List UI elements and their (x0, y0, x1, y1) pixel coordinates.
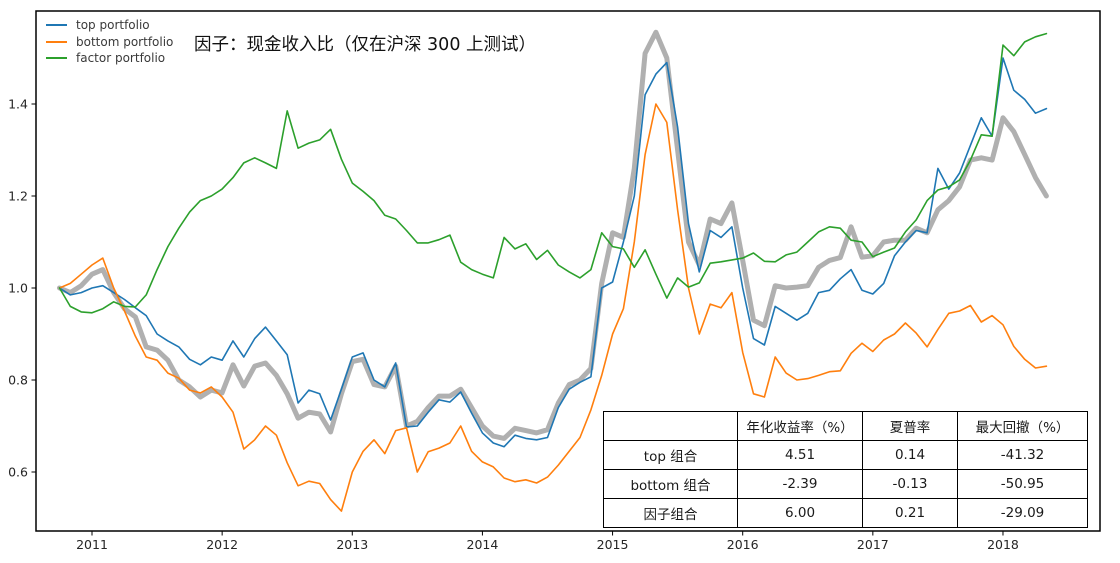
stats-table-cell: 0.21 (862, 498, 958, 528)
legend-item: bottom portfolio (46, 34, 173, 51)
stats-table-cell: -2.39 (737, 469, 863, 499)
stats-table-cell: 6.00 (737, 498, 863, 528)
stats-table-header-cell: 最大回撤（%） (957, 411, 1088, 441)
y-tick-label: 1.2 (8, 189, 28, 204)
stats-table-cell: 4.51 (737, 440, 863, 470)
stats-table-row: bottom 组合 -2.39 -0.13 -50.95 (603, 469, 1088, 499)
x-tick-label: 2018 (987, 537, 1019, 552)
y-tick-label: 1.4 (8, 97, 28, 112)
y-tick-label: 0.6 (8, 465, 28, 480)
legend-line-swatch (46, 24, 67, 27)
series-line-factor (58, 32, 1048, 314)
stats-table-cell: -29.09 (957, 498, 1088, 528)
plot-border (35, 10, 1101, 532)
legend: top portfolio bottom portfolio factor port… (46, 17, 173, 67)
x-tick-label: 2011 (76, 537, 108, 552)
stats-table-header-cell: 年化收益率（%） (737, 411, 863, 441)
legend-item-label: top portfolio (76, 18, 150, 33)
x-tick-label: 2015 (597, 537, 629, 552)
x-tick-label: 2012 (206, 537, 238, 552)
stats-table-row-label: top 组合 (603, 440, 738, 470)
stats-table-row: top 组合 4.51 0.14 -41.32 (603, 440, 1088, 470)
legend-line-swatch (46, 57, 67, 60)
x-tick-label: 2017 (857, 537, 889, 552)
series-line-benchmark (57, 29, 1049, 441)
stats-table-header-cell (603, 411, 738, 441)
legend-item-label: bottom portfolio (76, 34, 174, 49)
stats-table-header-cell: 夏普率 (862, 411, 958, 441)
legend-item-label: factor portfolio (76, 51, 166, 66)
chart-title: 因子：现金收入比（仅在沪深 300 上测试） (193, 35, 537, 55)
series-line-top (58, 57, 1048, 448)
stats-table-cell: -50.95 (957, 469, 1088, 499)
stats-table-header-row: 年化收益率（%） 夏普率 最大回撤（%） (603, 411, 1088, 441)
x-tick-label: 2014 (467, 537, 499, 552)
stats-table-row: 因子组合 6.00 0.21 -29.09 (603, 498, 1088, 528)
stats-table-cell: -0.13 (862, 469, 958, 499)
x-tick-label: 2013 (336, 537, 368, 552)
legend-item: top portfolio (46, 17, 173, 34)
y-tick-label: 0.8 (8, 373, 28, 388)
stats-table-row-label: bottom 组合 (603, 469, 738, 499)
stats-table: 年化收益率（%） 夏普率 最大回撤（%） top 组合 4.51 0.14 -41.32 bo… (603, 411, 1088, 528)
x-tick-label: 2016 (727, 537, 759, 552)
stats-table-row-label: 因子组合 (603, 498, 738, 528)
stats-table-cell: 0.14 (862, 440, 958, 470)
y-tick-label: 1.0 (8, 281, 28, 296)
stats-table-cell: -41.32 (957, 440, 1088, 470)
legend-item: factor portfolio (46, 50, 173, 67)
legend-line-swatch (46, 40, 67, 43)
series-line-bottom (58, 103, 1048, 512)
